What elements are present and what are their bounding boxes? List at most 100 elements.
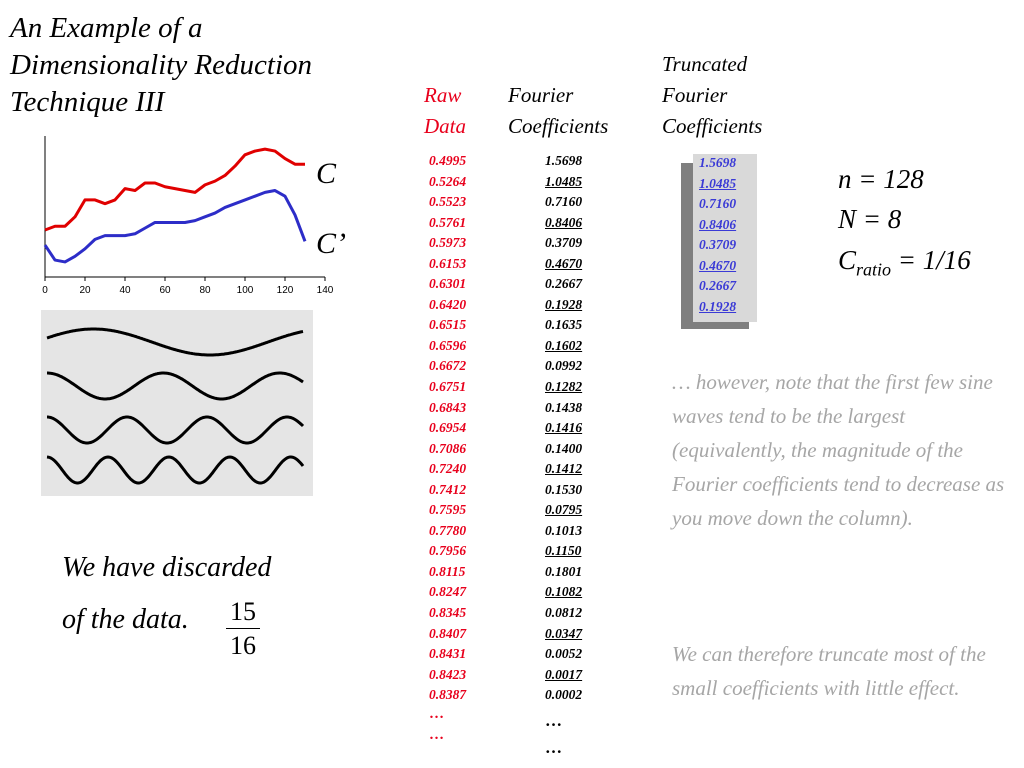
fourier-ellipsis: …: [545, 711, 562, 730]
truncated-value: 0.7160: [699, 196, 737, 212]
raw-data-value: 0.5523: [429, 194, 467, 210]
header-line: Truncated: [662, 52, 748, 76]
raw-data-value: 0.6301: [429, 276, 467, 292]
truncated-header: Truncated Fourier Coefficients: [662, 49, 762, 142]
slide-title: An Example of a Dimensionality Reduction…: [10, 10, 380, 121]
fourier-value: 0.1635: [545, 317, 583, 333]
fourier-value: 0.1602: [545, 337, 583, 353]
truncated-value: 0.1928: [699, 298, 737, 314]
fourier-value: 0.0347: [545, 625, 583, 641]
x-tick-label: 100: [237, 285, 254, 296]
sine-wave: [46, 327, 304, 357]
raw-data-value: 0.7240: [429, 461, 467, 477]
raw-data-value: 0.8431: [429, 646, 467, 662]
raw-data-header: Raw Data: [424, 80, 466, 142]
raw-data-value: 0.8387: [429, 687, 467, 703]
raw-data-value: 0.7412: [429, 481, 467, 497]
sine-wave: [46, 455, 305, 485]
x-tick-label: 60: [159, 285, 171, 296]
fourier-value: 0.0992: [545, 358, 583, 374]
raw-data-column: 0.4995 0.5264 0.5523 0.5761 0.5973 0.6153 0.63…: [429, 151, 466, 706]
raw-data-value: 0.8407: [429, 625, 467, 641]
header-line: Coefficients: [662, 114, 763, 138]
truncated-value: 0.3709: [699, 237, 737, 253]
fourier-value: 0.7160: [545, 194, 583, 210]
raw-data-value: 0.6954: [429, 420, 467, 436]
raw-data-value: 0.7595: [429, 502, 467, 518]
x-tick-label: 120: [277, 285, 294, 296]
fourier-value: 0.1013: [545, 522, 583, 538]
raw-data-value: 0.6751: [429, 379, 467, 395]
raw-data-value: 0.5761: [429, 214, 467, 230]
discard-statement: We have discarded of the data.: [62, 542, 271, 646]
discard-line: of the data.: [62, 604, 189, 635]
fourier-value: 0.1282: [545, 379, 583, 395]
x-tick-label: 0: [42, 285, 48, 296]
x-tick-label: 20: [79, 285, 91, 296]
fourier-column: 1.5698 1.0485 0.7160 0.8406 0.3709 0.4670 0.26…: [545, 151, 582, 706]
sine-waves-panel: [41, 310, 313, 496]
fourier-header: Fourier Coefficients: [508, 80, 608, 142]
raw-data-value: 0.6672: [429, 358, 467, 374]
raw-data-value: 0.6596: [429, 337, 467, 353]
fourier-value: 0.0795: [545, 502, 583, 518]
series-line-c-prime: [43, 189, 307, 264]
raw-data-value: 0.6515: [429, 317, 467, 333]
raw-data-value: 0.7780: [429, 522, 467, 538]
fourier-value: 1.5698: [545, 153, 583, 168]
note-first: … however, note that the first few sine …: [672, 370, 1005, 530]
x-tick-label: 80: [199, 285, 211, 296]
fourier-value: 0.0017: [545, 666, 583, 682]
header-line: Raw: [424, 83, 462, 107]
fraction-denominator: 16: [230, 631, 256, 660]
series-label-c-prime: C’: [316, 227, 346, 260]
title-line: An Example of a: [10, 12, 203, 44]
raw-data-value: 0.4995: [429, 153, 467, 168]
sine-waves-graphic: [46, 327, 305, 485]
raw-ellipsis: …: [429, 706, 444, 722]
fraction-numerator: 15: [226, 596, 260, 629]
param-c-ratio: Cratio = 1/16: [838, 240, 971, 289]
raw-data-value: 0.5264: [429, 173, 467, 189]
param-big-n: N = 8: [838, 204, 902, 234]
raw-data-value: 0.6843: [429, 399, 467, 415]
fourier-value: 0.1082: [545, 584, 583, 600]
fourier-value: 0.8406: [545, 214, 583, 230]
fourier-value: 0.1400: [545, 440, 583, 456]
truncated-value: 0.8406: [699, 216, 737, 232]
series-line-c: [44, 147, 305, 232]
fourier-value: 0.0052: [545, 646, 583, 662]
fourier-value: 0.0002: [545, 687, 583, 703]
fourier-value: 0.1530: [545, 481, 583, 497]
param-n: n = 128: [838, 164, 924, 194]
fourier-value: 0.2667: [545, 276, 583, 292]
fourier-value: 0.1150: [545, 543, 582, 559]
header-line: Coefficients: [508, 114, 609, 138]
raw-data-value: 0.7086: [429, 440, 467, 456]
x-tick-label: 40: [119, 285, 131, 296]
truncated-box: [693, 154, 757, 322]
raw-data-value: 0.8115: [429, 563, 466, 579]
raw-data-value: 0.8247: [429, 584, 467, 600]
sine-wave: [47, 371, 304, 401]
header-line: Data: [424, 114, 466, 138]
note-second: We can therefore truncate most of the sm…: [672, 642, 986, 700]
raw-data-value: 0.6153: [429, 255, 467, 271]
discard-line: We have discarded: [62, 552, 272, 583]
header-line: Fourier: [508, 83, 574, 107]
raw-ellipsis: …: [429, 727, 444, 743]
raw-data-value: 0.6420: [429, 296, 467, 312]
fourier-value: 0.1438: [545, 399, 583, 415]
truncated-value: 1.5698: [699, 155, 737, 170]
truncated-value: 1.0485: [699, 175, 737, 191]
fourier-value: 0.1412: [545, 461, 583, 477]
fourier-value: 1.0485: [545, 173, 583, 189]
discard-fraction: 15 16: [226, 596, 260, 663]
series-group: [43, 147, 307, 264]
header-line: Fourier: [662, 83, 728, 107]
raw-data-value: 0.5973: [429, 235, 467, 251]
title-line: Technique III: [10, 86, 165, 118]
time-series-chart: 0 20 40 60 80 100 120 140: [42, 136, 334, 296]
fourier-value: 0.1928: [545, 296, 583, 312]
fourier-value: 0.1416: [545, 420, 583, 436]
